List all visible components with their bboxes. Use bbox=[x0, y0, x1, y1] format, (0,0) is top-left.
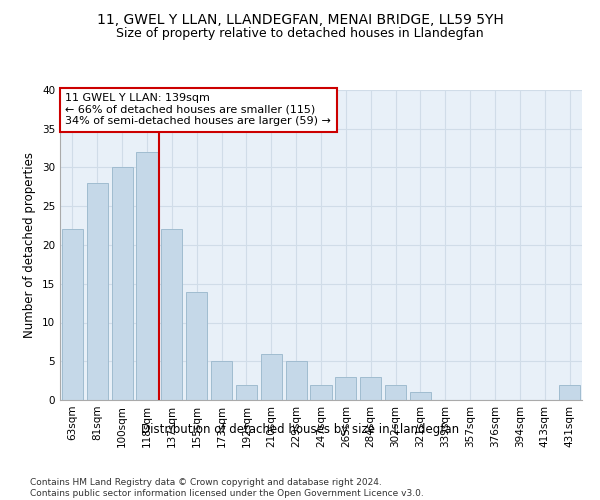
Bar bbox=[87, 183, 108, 400]
Bar bbox=[335, 377, 356, 400]
Bar bbox=[360, 377, 381, 400]
Bar bbox=[112, 168, 133, 400]
Bar bbox=[211, 361, 232, 400]
Bar bbox=[161, 230, 182, 400]
Bar bbox=[62, 230, 83, 400]
Bar bbox=[410, 392, 431, 400]
Bar bbox=[236, 384, 257, 400]
Bar bbox=[186, 292, 207, 400]
Text: Distribution of detached houses by size in Llandegfan: Distribution of detached houses by size … bbox=[141, 422, 459, 436]
Text: Size of property relative to detached houses in Llandegfan: Size of property relative to detached ho… bbox=[116, 28, 484, 40]
Bar bbox=[310, 384, 332, 400]
Bar bbox=[286, 361, 307, 400]
Text: Contains HM Land Registry data © Crown copyright and database right 2024.
Contai: Contains HM Land Registry data © Crown c… bbox=[30, 478, 424, 498]
Bar bbox=[136, 152, 158, 400]
Bar bbox=[261, 354, 282, 400]
Text: 11, GWEL Y LLAN, LLANDEGFAN, MENAI BRIDGE, LL59 5YH: 11, GWEL Y LLAN, LLANDEGFAN, MENAI BRIDG… bbox=[97, 12, 503, 26]
Bar bbox=[559, 384, 580, 400]
Bar bbox=[385, 384, 406, 400]
Text: 11 GWEL Y LLAN: 139sqm
← 66% of detached houses are smaller (115)
34% of semi-de: 11 GWEL Y LLAN: 139sqm ← 66% of detached… bbox=[65, 93, 331, 126]
Y-axis label: Number of detached properties: Number of detached properties bbox=[23, 152, 37, 338]
